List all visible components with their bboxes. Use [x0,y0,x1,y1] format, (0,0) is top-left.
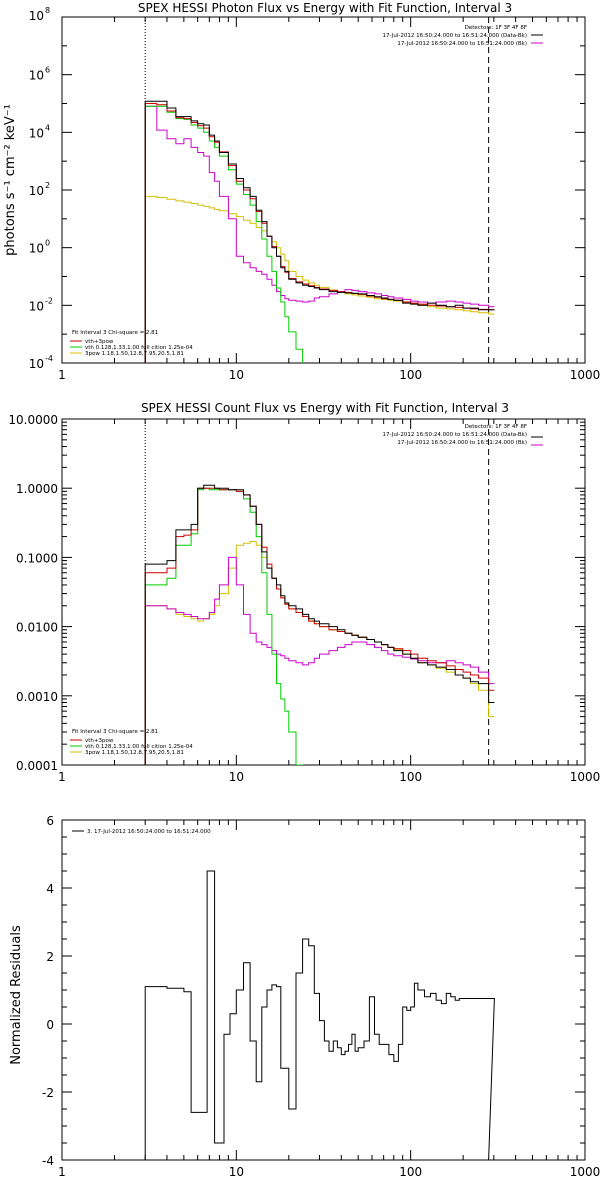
residuals-panel: Normalized Residuals 3. 17-Jul-2012 16:5… [9,814,600,1179]
photon-flux-panel: SPEX HESSI Photon Flux vs Energy with Fi… [3,1,600,382]
y-tick-label-base: 10 [29,242,44,256]
photon-flux-title: SPEX HESSI Photon Flux vs Energy with Fi… [138,1,512,15]
x-tick-label: 1000 [570,770,600,784]
x-tick-label: 10 [229,368,244,382]
plot-frame [61,16,586,364]
y-tick-label-exp: -2 [45,296,53,305]
series-thick2-line [144,556,495,765]
y-tick-label: 2 [46,950,54,964]
plot-frame [61,819,586,1161]
count-fit-entry-3pow: 3pow 1.18,1.50,12.8,7.95,20.5,1.81 [85,750,184,756]
photon-fit-entry-3pow: 3pow 1.18,1.50,12.8,7.95,20.5,1.81 [85,351,184,357]
x-tick-label: 10 [229,770,244,784]
photon-fit-entry-total: vth+3pow [85,339,114,345]
count-info-line2: 17-Jul-2012 16:50:24.000 to 16:51:24.000… [397,440,527,446]
photon-info-line1: 17-Jul-2012 16:50:24.000 to 16:51:24.000… [383,33,528,39]
y-tick-label-base: 10 [29,357,44,371]
count-fit-entry-total: vth+3pow [85,738,114,744]
series-vth-line [144,105,304,363]
photon-detectors-text: Detectors: 1F 3F 4F 8F [465,25,527,31]
x-tick-label: 1 [58,368,66,382]
y-tick-label-base: 10 [29,126,44,140]
photon-fit-header: Fit Interval 3 Chi-square = 2.81 [72,330,158,336]
photon-info-line2: 17-Jul-2012 16:50:24.000 to 16:51:24.000… [397,41,527,47]
count-fit-legend: Fit Interval 3 Chi-square = 2.81 vth+3po… [70,729,193,756]
series-vth-line [144,487,304,765]
y-tick-label: -4 [42,1154,54,1168]
residuals-ylabel: Normalized Residuals [9,925,24,1065]
photon-fit-legend: Fit Interval 3 Chi-square = 2.81 vth+3po… [70,330,193,357]
x-tick-label: 100 [399,1165,422,1179]
count-fit-header: Fit Interval 3 Chi-square = 2.81 [72,729,158,735]
plot-frame [61,418,586,766]
series-thick2-line [144,105,495,363]
series-residuals-line [144,870,495,1160]
x-tick-label: 10 [229,1165,244,1179]
series-3pow-line [144,541,495,765]
x-tick-label: 100 [399,368,422,382]
series-vth+3pow-line [144,103,495,363]
y-tick-label: 0.0100 [16,621,58,635]
y-tick-label: -2 [42,1086,54,1100]
y-tick-label: 0.1000 [16,551,58,565]
y-tick-label-exp: -4 [45,354,53,363]
count-fit-entry-vth: vth 0.128,1.33,1.00 full cition 1.25e-04 [85,744,193,750]
y-tick-label: 4 [46,882,54,896]
series-Data-Bk-line [144,484,495,765]
x-tick-label: 1000 [570,368,600,382]
x-tick-label: 100 [399,770,422,784]
y-tick-label-exp: 4 [45,123,50,132]
y-tick-label-exp: 0 [45,239,50,248]
y-tick-label: 0.0001 [16,759,58,773]
y-tick-label: 0 [46,1018,54,1032]
y-tick-label-base: 10 [29,184,44,198]
y-tick-label-base: 10 [29,69,44,83]
y-tick-label: 10.0000 [8,413,58,427]
count-flux-panel: SPEX HESSI Count Flux vs Energy with Fit… [8,401,600,784]
y-tick-label-base: 10 [29,299,44,313]
y-tick-label-base: 10 [29,9,44,23]
photon-fit-entry-vth: vth 0.128,1.33,1.00 full cition 1.25e-04 [85,345,193,351]
y-tick-label-exp: 8 [45,6,50,15]
count-info-line1: 17-Jul-2012 16:50:24.000 to 16:51:24.000… [383,432,528,438]
series-Data-Bk-line [144,100,495,363]
y-tick-label: 1.0000 [16,482,58,496]
y-tick-label-exp: 2 [45,181,50,190]
y-tick-label-exp: 6 [45,66,50,75]
photon-flux-ylabel: photons s⁻¹ cm⁻² keV⁻¹ [3,104,18,256]
residuals-legend-text: 3. 17-Jul-2012 16:50:24.000 to 16:51:24.… [87,829,211,835]
y-tick-label: 6 [46,814,54,828]
count-detectors-text: Detectors: 1F 3F 4F 8F [465,424,527,430]
x-tick-label: 1 [58,1165,66,1179]
x-tick-label: 1 [58,770,66,784]
count-flux-title: SPEX HESSI Count Flux vs Energy with Fit… [141,401,509,415]
series-3pow-line [144,195,495,363]
y-tick-label: 0.0010 [16,690,58,704]
x-tick-label: 1000 [570,1165,600,1179]
